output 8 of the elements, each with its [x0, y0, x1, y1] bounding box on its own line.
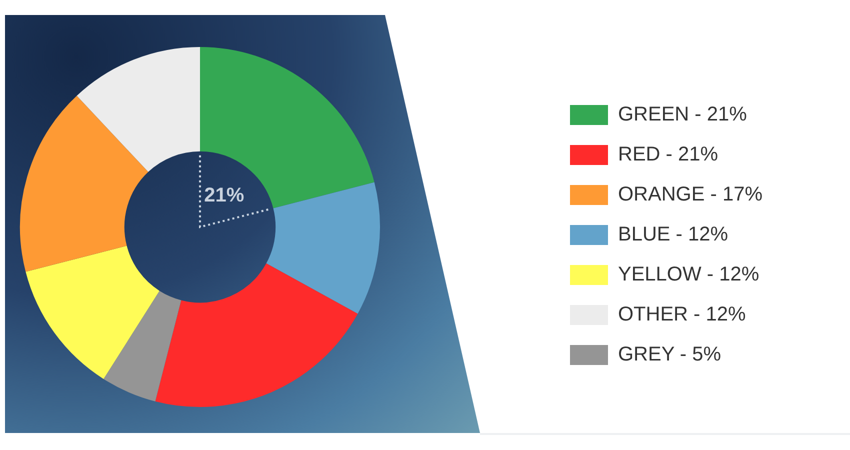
legend-label: RED - 21% — [618, 144, 718, 166]
legend-label: BLUE - 12% — [618, 224, 728, 246]
text: 21% — [204, 184, 244, 206]
legend-label: OTHER - 12% — [618, 304, 746, 326]
legend-label: YELLOW - 12% — [618, 264, 760, 286]
legend-label: GREY - 5% — [618, 344, 722, 366]
legend-label: ORANGE - 17% — [618, 184, 763, 206]
legend-label: GREEN - 21% — [618, 104, 748, 126]
